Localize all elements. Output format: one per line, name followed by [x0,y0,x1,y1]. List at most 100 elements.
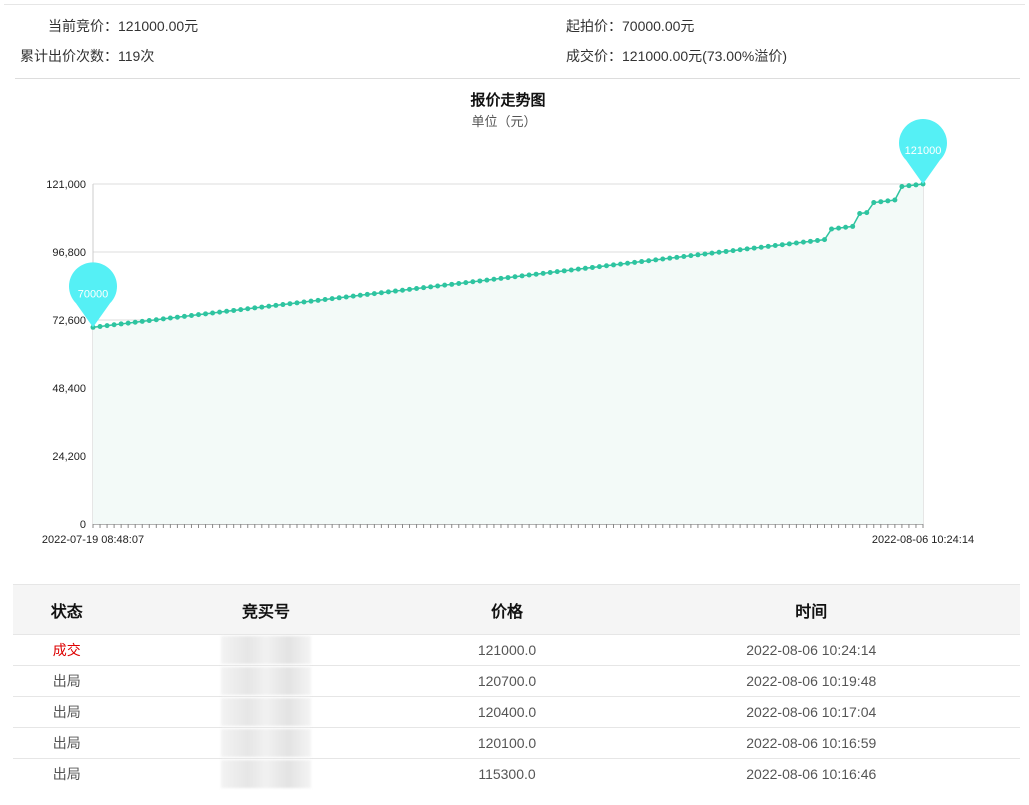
data-point [526,272,532,278]
data-point [294,300,300,306]
status-cell: 出局 [13,758,121,789]
y-tick-label: 0 [80,519,86,531]
data-point [231,307,237,313]
status-cell: 出局 [13,696,121,728]
chart-title: 报价走势图 [470,91,545,109]
status-cell: 成交 [13,634,121,666]
value: 70000.00元 [622,18,695,34]
data-point [301,299,307,305]
data-point [540,270,546,276]
data-point [357,292,363,298]
chart-subtitle: 单位（元） [471,114,536,129]
label: 当前竞价： [48,18,118,34]
data-point [477,278,483,284]
data-point [343,294,349,300]
data-point [414,286,420,292]
data-point [196,312,202,318]
marker-pin [899,119,947,184]
marker-label: 121000 [905,145,942,157]
data-point [547,270,553,276]
data-point [582,265,588,271]
data-point [899,184,905,190]
label: 累计出价次数： [20,48,118,64]
data-point [568,267,574,273]
data-point [723,248,729,254]
data-point [484,277,490,283]
time-cell: 2022-08-06 10:16:59 [602,727,1020,759]
table-row: 出局 115300.0 2022-08-06 10:16:46 [13,758,1020,789]
data-point [681,253,687,259]
data-point [843,224,849,230]
data-point [906,183,912,189]
data-point [632,259,638,265]
y-tick-label: 72,600 [52,315,86,327]
data-point [758,244,764,250]
data-point [625,260,631,266]
data-point [449,281,455,287]
data-point [498,275,504,281]
data-point [913,182,919,188]
data-point [371,291,377,297]
data-point [779,242,785,248]
data-point [280,302,286,308]
data-point [892,197,898,203]
time-cell: 2022-08-06 10:24:14 [602,634,1020,666]
data-point [399,287,405,293]
data-point [850,223,856,229]
data-point [765,243,771,249]
value: 121000.00元(73.00%溢价) [622,48,787,64]
data-point [315,297,321,303]
data-point [174,314,180,320]
data-point [421,285,427,291]
data-point [533,271,539,277]
table-row: 出局 120100.0 2022-08-06 10:16:59 [13,727,1020,759]
y-tick-label: 24,200 [52,451,86,463]
data-point [153,317,159,323]
bidder-number-cell [120,758,412,789]
data-point [308,298,314,304]
marker-label: 70000 [78,288,109,300]
column-header: 状态 [13,584,121,635]
y-tick-label: 96,800 [52,247,86,259]
bidder-number-cell [120,634,412,666]
column-header: 竞买号 [120,584,412,635]
table-row: 出局 120700.0 2022-08-06 10:19:48 [13,665,1020,697]
data-point [702,251,708,257]
data-point [273,302,279,308]
data-point [688,253,694,259]
data-point [188,313,194,319]
data-point [167,315,173,321]
data-point [364,291,370,297]
data-point [118,321,124,327]
data-point [146,318,152,324]
data-point [878,199,884,205]
x-start-label: 2022-07-19 08:48:07 [42,534,144,546]
data-point [322,296,328,302]
data-point [709,250,715,256]
marker-pin [69,262,117,328]
data-point [203,311,209,317]
data-point [97,323,103,329]
table-row: 成交 121000.0 2022-08-06 10:24:14 [13,634,1020,666]
data-point [259,304,265,310]
data-point [252,305,258,311]
data-point [287,301,293,307]
data-point [751,245,757,251]
data-point [160,316,166,322]
data-point [561,268,567,274]
data-point [435,283,441,289]
value: 121000.00元 [118,18,199,34]
area-fill [93,184,923,524]
data-point [857,211,863,217]
data-point [463,280,469,286]
bid-history-table: 状态 竞买号 价格 时间 成交 121000.0 2022-08-06 10:24:14 出… [13,584,1020,789]
data-point [245,306,251,312]
price-cell: 120400.0 [411,696,603,728]
auction-panel [4,4,1025,805]
status-cell: 出局 [13,727,121,759]
data-point [807,238,813,244]
data-point [456,280,462,286]
bidder-number-cell [120,665,412,697]
data-point [442,282,448,288]
data-point [519,273,525,279]
